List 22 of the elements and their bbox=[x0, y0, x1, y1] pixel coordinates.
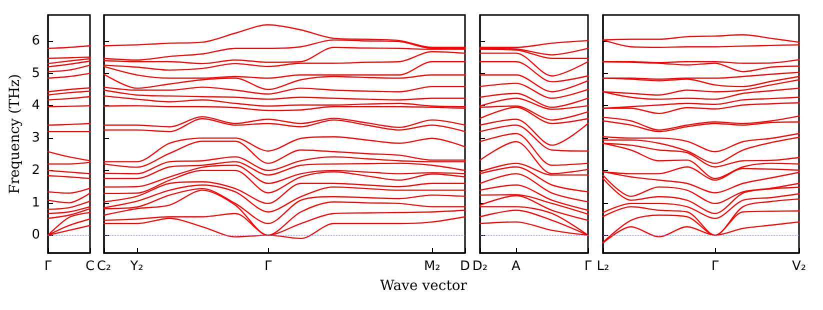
x-tick-label: V₂ bbox=[792, 259, 806, 274]
x-tick-label: D₂ bbox=[472, 259, 488, 274]
x-tick-label: C₂ bbox=[96, 259, 112, 274]
y-tick-label: 6 bbox=[32, 33, 40, 48]
x-tick-label: Γ bbox=[264, 259, 272, 274]
x-tick-label: Γ bbox=[44, 259, 52, 274]
x-axis-title: Wave vector bbox=[379, 278, 468, 294]
y-axis-title: Frequency (THz) bbox=[7, 74, 23, 194]
x-tick-label: Y₂ bbox=[129, 259, 144, 274]
y-tick-label: 4 bbox=[32, 98, 40, 114]
y-tick-label: 2 bbox=[32, 162, 40, 178]
y-tick-label: 0 bbox=[32, 228, 40, 243]
x-tick-label: M₂ bbox=[424, 259, 440, 274]
x-tick-label: A bbox=[512, 259, 521, 274]
y-tick-label: 5 bbox=[32, 66, 40, 81]
x-tick-label: D bbox=[460, 259, 470, 274]
y-tick-label: 1 bbox=[32, 195, 40, 210]
x-tick-label: Γ bbox=[711, 259, 720, 274]
x-tick-label: Γ bbox=[584, 259, 592, 274]
y-tick-label: 3 bbox=[32, 130, 40, 146]
x-tick-label: C bbox=[85, 259, 95, 274]
x-tick-label: L₂ bbox=[596, 259, 610, 274]
